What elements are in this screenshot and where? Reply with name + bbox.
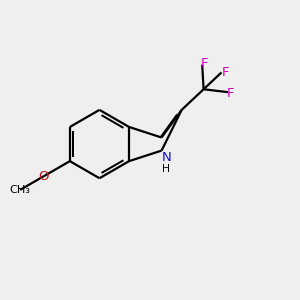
Text: F: F (227, 87, 234, 100)
Text: F: F (221, 66, 229, 79)
Text: N: N (161, 151, 171, 164)
Text: CH₃: CH₃ (10, 185, 31, 195)
Text: O: O (39, 170, 49, 183)
Text: F: F (201, 57, 208, 70)
Text: H: H (162, 164, 170, 174)
